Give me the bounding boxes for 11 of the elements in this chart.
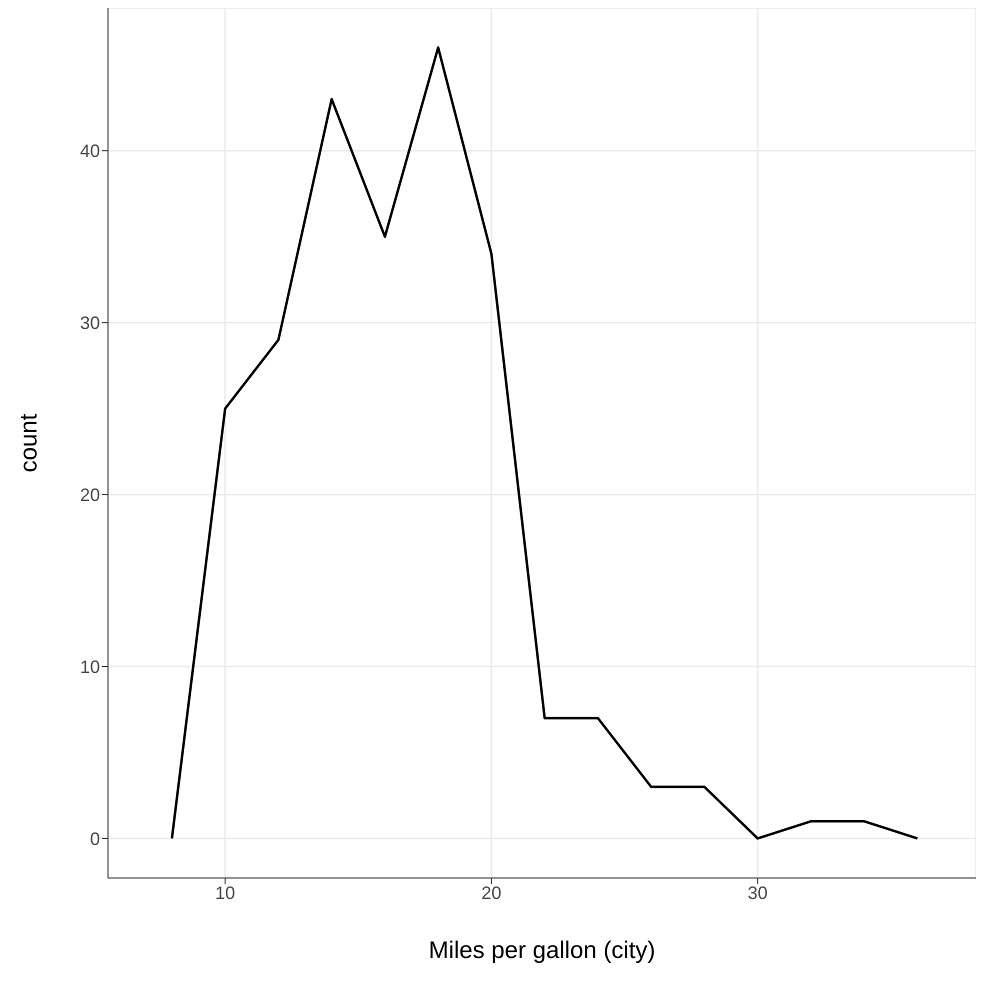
y-axis-title: count xyxy=(16,413,43,472)
x-tick-label: 20 xyxy=(481,882,502,903)
y-tick-label: 0 xyxy=(90,828,100,849)
x-tick-label: 30 xyxy=(748,882,768,903)
line-series xyxy=(170,46,919,840)
x-tick-label: 10 xyxy=(215,882,236,903)
x-axis-title: Miles per gallon (city) xyxy=(428,937,656,964)
y-tick-label: 40 xyxy=(80,141,100,162)
y-tick-label: 20 xyxy=(80,484,100,505)
y-tick-label: 10 xyxy=(80,656,100,677)
y-tick-label: 30 xyxy=(80,313,100,334)
